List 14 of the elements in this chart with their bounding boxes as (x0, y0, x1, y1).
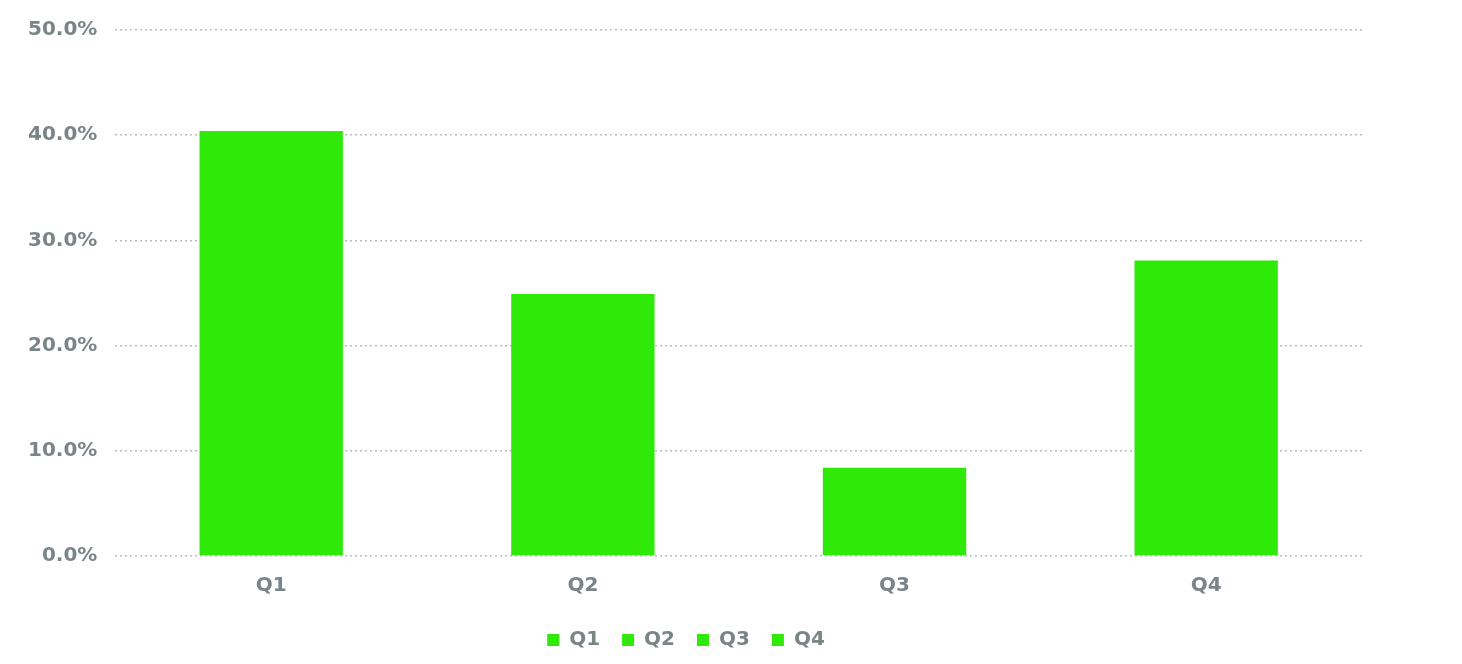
legend-label: Q3 (719, 626, 750, 651)
legend-label: Q2 (644, 626, 675, 651)
x-tick-label: Q3 (879, 572, 910, 597)
y-tick-label: 20.0% (27, 331, 98, 356)
y-tick-label: 50.0% (27, 16, 98, 41)
y-tick-label: 40.0% (27, 121, 98, 146)
x-tick-label: Q4 (1190, 572, 1222, 597)
y-tick-label: 30.0% (27, 226, 98, 251)
legend-label: Q4 (793, 626, 825, 651)
y-tick-label: 10.0% (27, 437, 98, 461)
legend-label: Q1 (569, 626, 601, 651)
y-tick-label: 0.0% (41, 542, 98, 567)
x-tick-label: Q1 (255, 572, 287, 597)
x-tick-label: Q2 (567, 572, 599, 597)
